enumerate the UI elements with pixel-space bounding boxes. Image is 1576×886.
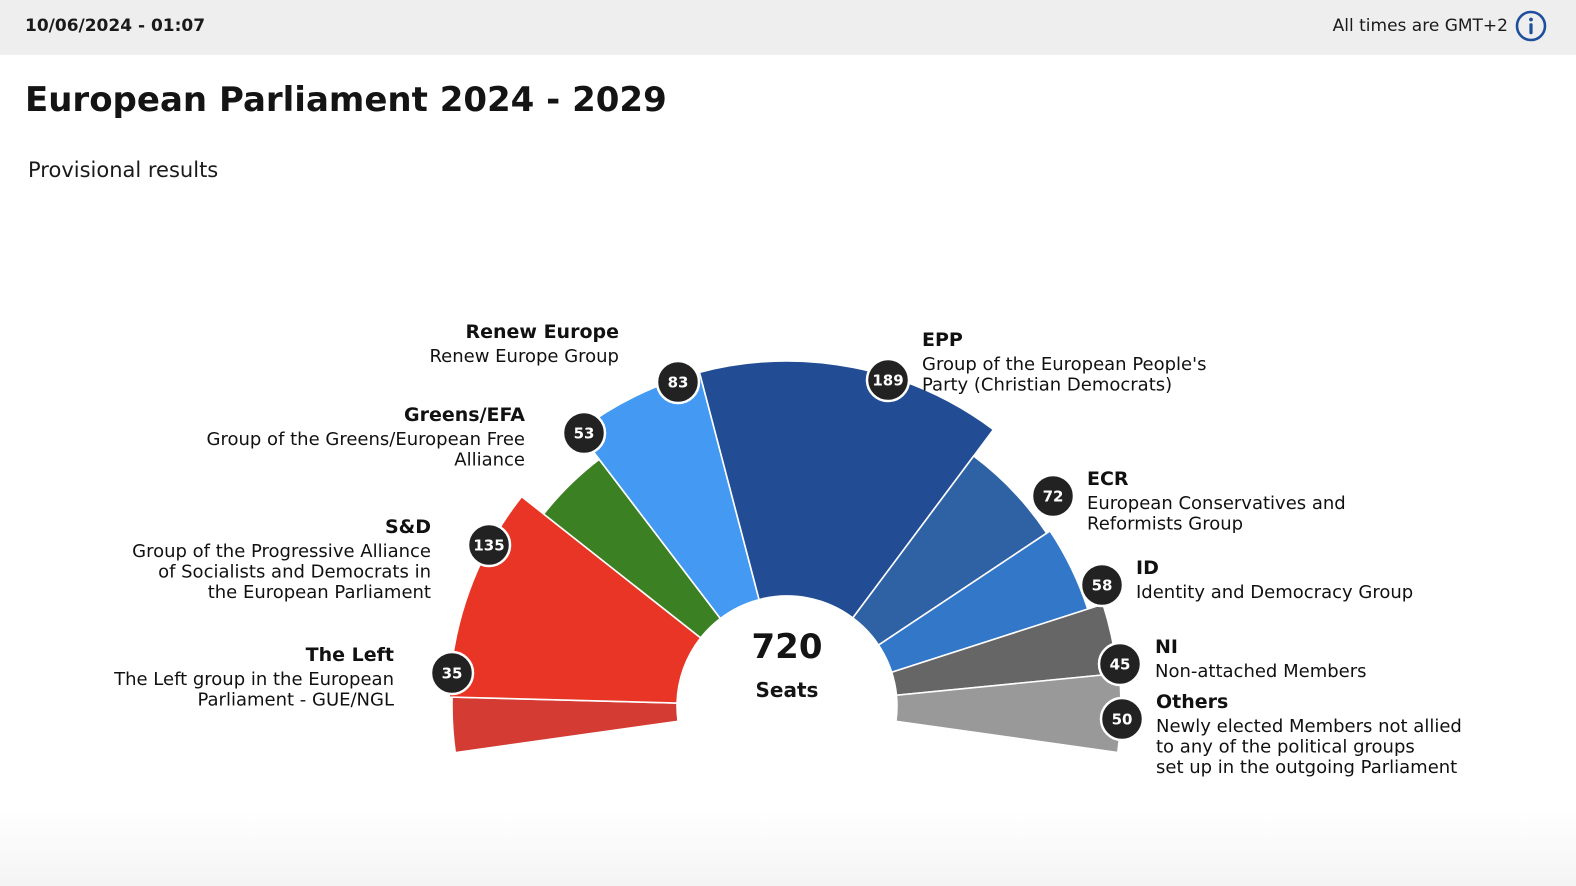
bubble-ni: 45 — [1097, 641, 1143, 687]
page-title: European Parliament 2024 - 2029 — [25, 80, 667, 120]
label-ecr-short: ECR — [1087, 468, 1129, 490]
bubble-left-value: 35 — [442, 665, 463, 683]
top-bar: 10/06/2024 - 01:07 All times are GMT+2 — [0, 0, 1576, 55]
label-sd-short: S&D — [385, 516, 431, 538]
label-renew-short: Renew Europe — [465, 321, 619, 343]
page-subtitle: Provisional results — [28, 158, 219, 182]
bubble-ecr: 72 — [1030, 473, 1076, 519]
bubble-others-value: 50 — [1112, 711, 1133, 729]
bubble-others: 50 — [1099, 696, 1145, 742]
label-ni-short: NI — [1155, 636, 1178, 658]
total-seats-label: Seats — [756, 678, 819, 702]
bubble-greens-circle — [561, 410, 607, 456]
label-others-full: Newly elected Members not allied — [1156, 716, 1462, 737]
bubble-greens-value: 53 — [574, 425, 595, 443]
label-epp-full: Party (Christian Democrats) — [922, 375, 1172, 396]
bubble-epp-value: 189 — [872, 372, 903, 390]
chart-bubbles: 35 135 53 83 189 72 58 45 50 — [429, 357, 1145, 742]
bubble-id-value: 58 — [1092, 577, 1113, 595]
label-left-short: The Left — [306, 644, 394, 666]
bubble-renew: 83 — [655, 359, 701, 405]
bubble-others-circle — [1099, 696, 1145, 742]
segment-sd[interactable] — [448, 495, 702, 704]
segment-others[interactable] — [895, 672, 1122, 754]
label-ecr-full: Reformists Group — [1087, 514, 1243, 535]
bubble-renew-circle — [655, 359, 701, 405]
label-greens-full: Group of the Greens/European Free — [207, 429, 525, 450]
bubble-epp-circle — [865, 357, 911, 403]
bubble-sd-circle — [466, 522, 512, 568]
chart-segments — [448, 360, 1122, 754]
label-others-full: set up in the outgoing Parliament — [1156, 757, 1457, 778]
label-others-short: Others — [1156, 691, 1228, 713]
bubble-left-circle — [429, 650, 475, 696]
bubble-sd-value: 135 — [473, 537, 504, 555]
label-others-full: to any of the political groups — [1156, 737, 1415, 758]
label-epp-short: EPP — [922, 329, 963, 351]
bubble-greens: 53 — [561, 410, 607, 456]
label-left-full: The Left group in the European — [113, 669, 394, 690]
info-circle-icon — [1515, 10, 1547, 42]
timezone-note: All times are GMT+2 — [1332, 16, 1508, 36]
timestamp: 10/06/2024 - 01:07 — [25, 16, 206, 36]
bubble-id: 58 — [1079, 562, 1125, 608]
label-left-full: Parliament - GUE/NGL — [197, 690, 394, 711]
label-sd-full: Group of the Progressive Alliance — [132, 541, 431, 562]
total-seats-value: 720 — [752, 627, 823, 667]
bubble-left: 35 — [429, 650, 475, 696]
label-ecr-full: European Conservatives and — [1087, 493, 1346, 514]
label-sd-full: the European Parliament — [208, 582, 431, 603]
bubble-ecr-circle — [1030, 473, 1076, 519]
bubble-renew-value: 83 — [668, 374, 689, 392]
segment-left[interactable] — [451, 696, 679, 754]
label-sd-full: of Socialists and Democrats in — [158, 562, 431, 583]
label-id-short: ID — [1136, 557, 1159, 579]
bubble-epp: 189 — [865, 357, 911, 403]
label-greens-short: Greens/EFA — [404, 404, 525, 426]
label-id-full: Identity and Democracy Group — [1136, 582, 1413, 603]
bubble-ni-circle — [1097, 641, 1143, 687]
label-greens-full: Alliance — [454, 450, 525, 471]
info-button[interactable] — [1515, 10, 1547, 42]
bubble-ni-value: 45 — [1110, 656, 1131, 674]
label-renew-full: Renew Europe Group — [429, 346, 619, 367]
label-epp-full: Group of the European People's — [922, 354, 1206, 375]
segment-epp[interactable] — [698, 360, 995, 619]
bottom-fade — [0, 810, 1576, 886]
label-ni-full: Non-attached Members — [1155, 661, 1367, 682]
bubble-ecr-value: 72 — [1043, 488, 1064, 506]
bubble-id-circle — [1079, 562, 1125, 608]
bubble-sd: 135 — [466, 522, 512, 568]
